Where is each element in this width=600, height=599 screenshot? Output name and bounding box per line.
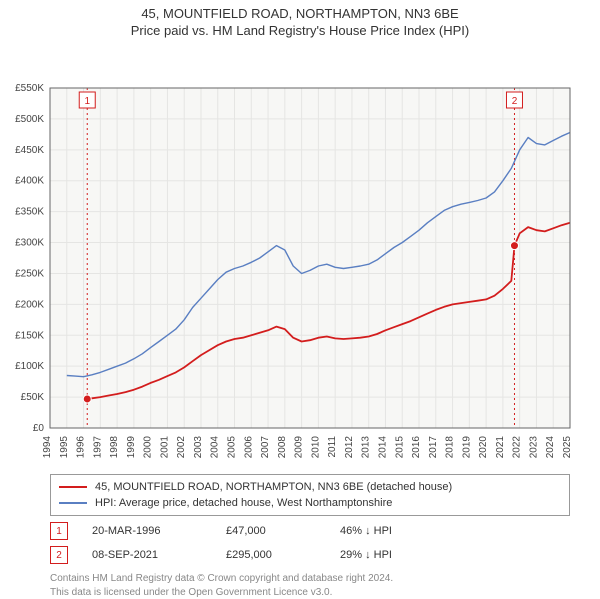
legend: 45, MOUNTFIELD ROAD, NORTHAMPTON, NN3 6B… xyxy=(50,474,570,516)
chart-container: 45, MOUNTFIELD ROAD, NORTHAMPTON, NN3 6B… xyxy=(0,0,600,560)
event-price: £295,000 xyxy=(226,549,316,561)
svg-text:£150K: £150K xyxy=(15,330,44,341)
svg-text:2: 2 xyxy=(512,96,518,107)
svg-text:2004: 2004 xyxy=(210,436,221,459)
svg-text:£300K: £300K xyxy=(15,238,44,249)
svg-text:£450K: £450K xyxy=(15,145,44,156)
legend-label: HPI: Average price, detached house, West… xyxy=(95,495,392,511)
legend-row: 45, MOUNTFIELD ROAD, NORTHAMPTON, NN3 6B… xyxy=(59,479,561,495)
svg-text:2005: 2005 xyxy=(227,436,238,459)
event-price: £47,000 xyxy=(226,525,316,537)
svg-text:2015: 2015 xyxy=(394,436,405,459)
svg-text:2006: 2006 xyxy=(243,436,254,459)
svg-text:2014: 2014 xyxy=(377,436,388,459)
chart-subtitle: Price paid vs. HM Land Registry's House … xyxy=(0,23,600,38)
svg-text:1999: 1999 xyxy=(126,436,137,459)
footer-line-1: Contains HM Land Registry data © Crown c… xyxy=(50,572,570,586)
svg-text:2016: 2016 xyxy=(411,436,422,459)
svg-text:£500K: £500K xyxy=(15,114,44,125)
svg-text:1994: 1994 xyxy=(42,436,53,459)
svg-text:1997: 1997 xyxy=(92,436,103,459)
svg-text:2010: 2010 xyxy=(310,436,321,459)
footer-note: Contains HM Land Registry data © Crown c… xyxy=(50,572,570,599)
event-marker: 1 xyxy=(50,522,68,540)
event-delta: 46% ↓ HPI xyxy=(340,525,392,537)
svg-text:2018: 2018 xyxy=(445,436,456,459)
svg-text:2020: 2020 xyxy=(478,436,489,459)
svg-text:2007: 2007 xyxy=(260,436,271,459)
event-row: 1 20-MAR-1996 £47,000 46% ↓ HPI xyxy=(50,522,570,540)
svg-text:£100K: £100K xyxy=(15,361,44,372)
svg-text:2011: 2011 xyxy=(327,436,338,458)
svg-text:1995: 1995 xyxy=(59,436,70,459)
legend-swatch xyxy=(59,486,87,488)
svg-text:2017: 2017 xyxy=(428,436,439,459)
svg-text:2000: 2000 xyxy=(143,436,154,459)
svg-text:2003: 2003 xyxy=(193,436,204,459)
svg-text:£200K: £200K xyxy=(15,299,44,310)
svg-text:2024: 2024 xyxy=(545,436,556,459)
chart-title: 45, MOUNTFIELD ROAD, NORTHAMPTON, NN3 6B… xyxy=(0,6,600,21)
svg-text:2002: 2002 xyxy=(176,436,187,459)
event-row: 2 08-SEP-2021 £295,000 29% ↓ HPI xyxy=(50,546,570,564)
line-chart: £0 £50K £100K £150K £200K £250K £300K £350K £400… xyxy=(0,38,600,470)
svg-text:2025: 2025 xyxy=(562,436,573,459)
footer-line-2: This data is licensed under the Open Gov… xyxy=(50,586,570,599)
svg-text:1998: 1998 xyxy=(109,436,120,459)
svg-text:£350K: £350K xyxy=(15,207,44,218)
svg-text:2023: 2023 xyxy=(528,436,539,459)
event-date: 20-MAR-1996 xyxy=(92,525,202,537)
svg-text:1996: 1996 xyxy=(76,436,87,459)
svg-text:2012: 2012 xyxy=(344,436,355,459)
svg-text:2021: 2021 xyxy=(495,436,506,459)
svg-text:£0: £0 xyxy=(33,423,45,434)
svg-text:2013: 2013 xyxy=(361,436,372,459)
legend-row: HPI: Average price, detached house, West… xyxy=(59,495,561,511)
event-marker: 2 xyxy=(50,546,68,564)
event-delta: 29% ↓ HPI xyxy=(340,549,392,561)
titles: 45, MOUNTFIELD ROAD, NORTHAMPTON, NN3 6B… xyxy=(0,0,600,38)
svg-text:2019: 2019 xyxy=(461,436,472,459)
svg-text:£550K: £550K xyxy=(15,83,44,94)
legend-swatch xyxy=(59,502,87,504)
legend-label: 45, MOUNTFIELD ROAD, NORTHAMPTON, NN3 6B… xyxy=(95,479,452,495)
svg-text:£400K: £400K xyxy=(15,176,44,187)
svg-text:£250K: £250K xyxy=(15,268,44,279)
svg-text:£50K: £50K xyxy=(21,392,45,403)
svg-text:2009: 2009 xyxy=(294,436,305,459)
svg-text:1: 1 xyxy=(84,96,90,107)
event-date: 08-SEP-2021 xyxy=(92,549,202,561)
svg-text:2022: 2022 xyxy=(512,436,523,459)
svg-text:2008: 2008 xyxy=(277,436,288,459)
svg-text:2001: 2001 xyxy=(159,436,170,459)
events-table: 1 20-MAR-1996 £47,000 46% ↓ HPI 2 08-SEP-2021… xyxy=(0,522,600,564)
